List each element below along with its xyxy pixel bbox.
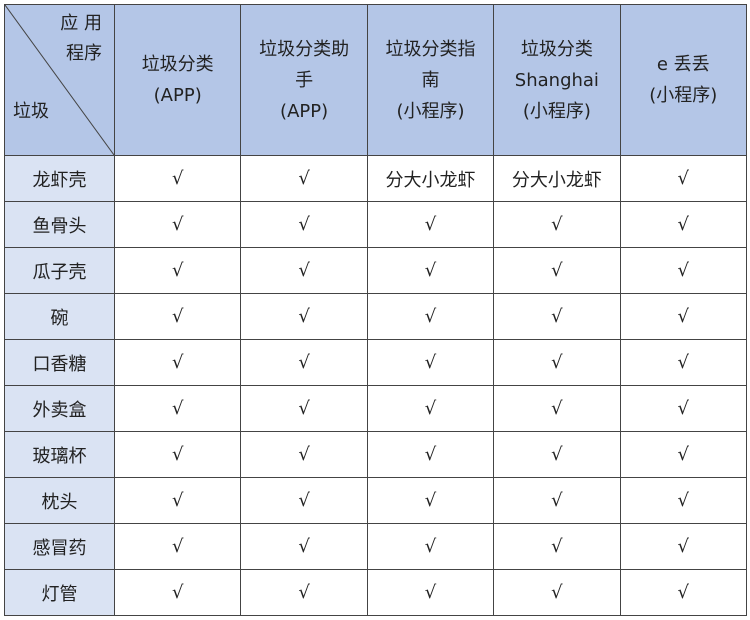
table-cell: √ <box>366 201 495 248</box>
column-header-line: (APP) <box>153 85 202 106</box>
table-row: 外卖盒 √ √ √ √ √ <box>4 385 748 432</box>
table-cell: √ <box>240 477 368 524</box>
table-row: 玻璃杯 √ √ √ √ √ <box>4 431 748 478</box>
column-header-line: (APP) <box>280 100 329 122</box>
table-cell: √ <box>113 201 242 248</box>
column-header: 垃圾分类指南 (小程序) <box>366 4 495 156</box>
table-row: 碗 √ √ √ √ √ <box>4 293 748 340</box>
table-cell: √ <box>619 339 748 386</box>
table-cell: √ <box>493 201 621 248</box>
corner-label-apps-2: 程序 <box>66 43 102 64</box>
table-row: 龙虾壳 √ √ 分大小龙虾 分大小龙虾 √ <box>4 155 748 202</box>
table-cell: √ <box>366 247 495 294</box>
column-header-line: 垃圾分类助 <box>259 38 350 60</box>
table-cell: √ <box>240 293 368 340</box>
table-cell: √ <box>366 431 495 478</box>
column-header: e 丢丢 (小程序) <box>619 4 748 156</box>
table-cell: √ <box>240 201 368 248</box>
corner-label-garbage: 垃圾 <box>13 101 49 122</box>
table-cell: 分大小龙虾 <box>493 155 621 202</box>
column-header-line: Shanghai <box>514 69 599 91</box>
table-row: 灯管 √ √ √ √ √ <box>4 569 748 616</box>
corner-header: 应 用程序 垃圾 <box>4 4 115 156</box>
column-header-line: (小程序) <box>396 100 465 122</box>
corner-label-apps: 应 用 <box>60 13 102 34</box>
table-cell: √ <box>619 247 748 294</box>
table-cell: √ <box>619 431 748 478</box>
column-header-line: 垃圾分类 <box>520 38 593 60</box>
column-header-line: 垃圾分类 <box>141 54 214 75</box>
table-cell: √ <box>619 385 748 432</box>
table-cell: √ <box>240 431 368 478</box>
table-cell: √ <box>493 247 621 294</box>
table-cell: √ <box>113 431 242 478</box>
garbage-app-comparison-table: 应 用程序 垃圾 垃圾分类 (APP) 垃圾分类助手 (APP) 垃圾分类指南 (小程序)… <box>4 4 748 616</box>
table-cell: √ <box>493 293 621 340</box>
table-cell: √ <box>240 155 368 202</box>
table-row: 感冒药 √ √ √ √ √ <box>4 523 748 570</box>
table-cell: √ <box>493 477 621 524</box>
table-cell: √ <box>493 523 621 570</box>
row-header: 鱼骨头 <box>4 201 115 248</box>
column-header-line: (小程序) <box>649 85 718 106</box>
table-cell: √ <box>366 523 495 570</box>
table-cell: √ <box>240 339 368 386</box>
diagonal-line <box>5 5 114 155</box>
row-header: 枕头 <box>4 477 115 524</box>
table-cell: √ <box>619 477 748 524</box>
column-header-line: 南 <box>421 69 440 91</box>
table-cell: √ <box>113 569 242 616</box>
table-cell: √ <box>240 247 368 294</box>
column-header-line: (小程序) <box>522 100 591 122</box>
table-cell: √ <box>113 523 242 570</box>
table-cell: 分大小龙虾 <box>366 155 495 202</box>
table-cell: √ <box>366 477 495 524</box>
table-cell: √ <box>240 523 368 570</box>
table-cell: √ <box>366 293 495 340</box>
table-row: 枕头 √ √ √ √ √ <box>4 477 748 524</box>
table-row: 瓜子壳 √ √ √ √ √ <box>4 247 748 294</box>
table-cell: √ <box>366 385 495 432</box>
row-header: 瓜子壳 <box>4 247 115 294</box>
table-cell: √ <box>113 293 242 340</box>
column-header-line: e 丢丢 <box>656 54 710 75</box>
row-header: 外卖盒 <box>4 385 115 432</box>
table-cell: √ <box>240 385 368 432</box>
column-header: 垃圾分类助手 (APP) <box>240 4 368 156</box>
row-header: 龙虾壳 <box>4 155 115 202</box>
table-cell: √ <box>113 385 242 432</box>
table-cell: √ <box>619 155 748 202</box>
column-header: 垃圾分类 Shanghai (小程序) <box>493 4 621 156</box>
table-cell: √ <box>493 431 621 478</box>
table-row: 口香糖 √ √ √ √ √ <box>4 339 748 386</box>
table-cell: √ <box>240 569 368 616</box>
column-header-line: 垃圾分类指 <box>385 38 476 60</box>
table-cell: √ <box>113 155 242 202</box>
table-cell: √ <box>113 477 242 524</box>
table-cell: √ <box>619 201 748 248</box>
table-cell: √ <box>113 247 242 294</box>
table-cell: √ <box>113 339 242 386</box>
table-row: 鱼骨头 √ √ √ √ √ <box>4 201 748 248</box>
row-header: 玻璃杯 <box>4 431 115 478</box>
column-header-line: 手 <box>295 69 314 91</box>
table-cell: √ <box>493 569 621 616</box>
row-header: 灯管 <box>4 569 115 616</box>
row-header: 感冒药 <box>4 523 115 570</box>
row-header: 碗 <box>4 293 115 340</box>
table-cell: √ <box>366 339 495 386</box>
table-cell: √ <box>493 385 621 432</box>
column-header: 垃圾分类 (APP) <box>113 4 242 156</box>
table-cell: √ <box>619 293 748 340</box>
table-cell: √ <box>366 569 495 616</box>
table-cell: √ <box>619 523 748 570</box>
table-cell: √ <box>493 339 621 386</box>
row-header: 口香糖 <box>4 339 115 386</box>
table-cell: √ <box>619 569 748 616</box>
